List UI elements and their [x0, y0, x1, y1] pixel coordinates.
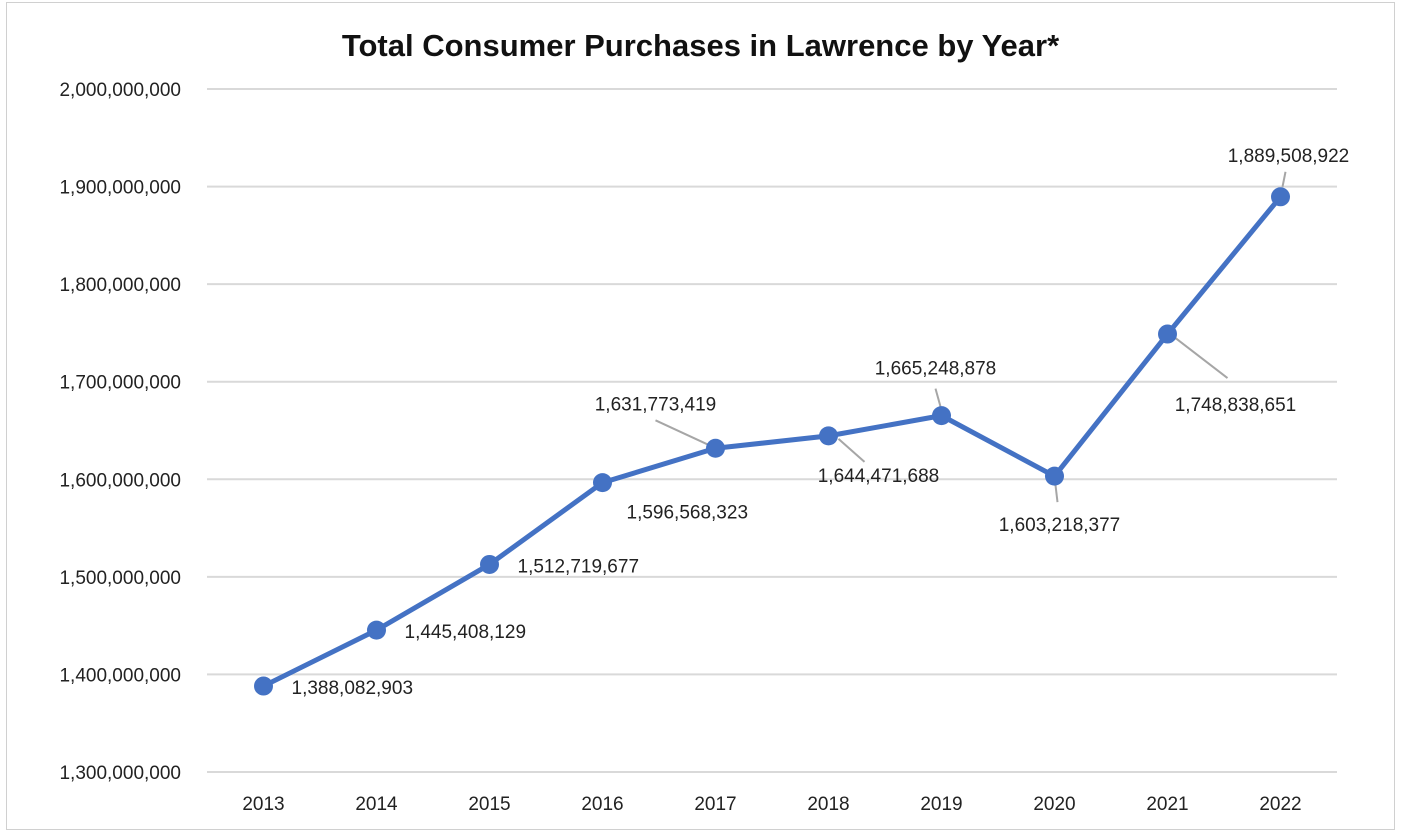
data-label-2020: 1,603,218,377 — [999, 515, 1121, 536]
y-tick-label: 2,000,000,000 — [59, 80, 181, 101]
data-label-2021: 1,748,838,651 — [1175, 395, 1297, 416]
data-point-2017 — [706, 438, 725, 458]
data-point-2020 — [1045, 466, 1064, 486]
x-tick-label: 2018 — [807, 794, 849, 815]
leader-line — [934, 388, 942, 407]
series-line-group — [261, 194, 1283, 689]
data-point-2013 — [254, 676, 273, 696]
x-tick-label: 2014 — [355, 794, 398, 815]
data-labels: 1,388,082,903 1,445,408,129 1,512,719,677 1… — [292, 146, 1350, 699]
y-tick-label: 1,400,000,000 — [59, 665, 181, 686]
chart-title: Total Consumer Purchases in Lawrence by … — [341, 28, 1060, 63]
data-point-2022 — [1271, 187, 1290, 207]
x-axis-tick-labels: 2013 2014 2015 2016 2017 2018 2019 2020 2021 2022 — [242, 794, 1301, 815]
data-label-2018: 1,644,471,688 — [818, 466, 940, 487]
x-tick-label: 2016 — [581, 794, 623, 815]
y-tick-label: 1,500,000,000 — [59, 568, 181, 589]
y-tick-label: 1,800,000,000 — [59, 275, 181, 296]
y-tick-label: 1,900,000,000 — [59, 178, 181, 199]
y-tick-label: 1,700,000,000 — [59, 373, 181, 394]
leader-line — [1174, 337, 1229, 379]
data-point-2016 — [593, 473, 612, 493]
x-tick-label: 2021 — [1146, 794, 1188, 815]
data-label-2019: 1,665,248,878 — [875, 359, 997, 380]
data-label-2016: 1,596,568,323 — [627, 503, 749, 524]
leader-line — [1054, 485, 1059, 503]
x-tick-label: 2020 — [1033, 794, 1075, 815]
data-point-2019 — [932, 406, 951, 426]
y-axis-tick-labels: 1,300,000,000 1,400,000,000 1,500,000,000 1… — [59, 80, 181, 784]
data-label-2015: 1,512,719,677 — [518, 556, 640, 577]
y-tick-label: 1,300,000,000 — [59, 763, 181, 784]
x-tick-label: 2022 — [1259, 794, 1301, 815]
data-point-2021 — [1158, 324, 1177, 344]
data-label-2014: 1,445,408,129 — [405, 622, 527, 643]
gridlines — [207, 88, 1337, 773]
data-label-leader-lines — [655, 171, 1287, 503]
data-label-2013: 1,388,082,903 — [292, 678, 414, 699]
leader-line — [655, 419, 710, 447]
leader-line — [837, 438, 866, 463]
data-point-2015 — [480, 554, 499, 574]
data-label-2022: 1,889,508,922 — [1228, 146, 1350, 167]
x-tick-label: 2017 — [694, 794, 736, 815]
x-tick-label: 2013 — [242, 794, 284, 815]
data-points — [254, 187, 1290, 696]
data-point-2014 — [367, 620, 386, 640]
leader-line — [1281, 171, 1287, 188]
series-line — [261, 194, 1283, 689]
y-tick-label: 1,600,000,000 — [59, 470, 181, 491]
chart-frame — [6, 2, 1395, 830]
x-tick-label: 2019 — [920, 794, 962, 815]
data-point-2018 — [819, 426, 838, 446]
data-label-2017: 1,631,773,419 — [595, 394, 717, 415]
x-tick-label: 2015 — [468, 794, 510, 815]
